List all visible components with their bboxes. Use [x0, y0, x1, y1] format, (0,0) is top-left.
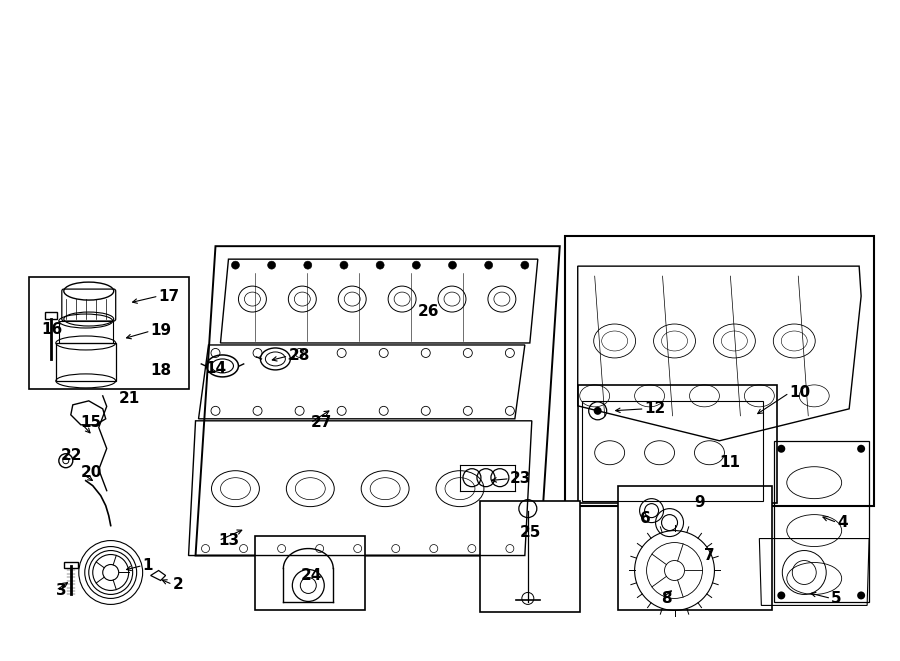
Bar	[480, 500, 580, 612]
Text: 22: 22	[61, 448, 82, 463]
Bar	[565, 236, 874, 506]
Bar	[45, 312, 57, 319]
Text: 7: 7	[705, 548, 716, 563]
Text: 23: 23	[510, 471, 531, 486]
Circle shape	[231, 261, 239, 269]
Circle shape	[521, 261, 529, 269]
Text: 19: 19	[150, 323, 172, 338]
Circle shape	[857, 592, 865, 600]
Circle shape	[304, 261, 311, 269]
Circle shape	[412, 261, 420, 269]
Text: 12: 12	[644, 401, 666, 416]
Bar	[578, 385, 778, 502]
Text: 11: 11	[719, 455, 741, 470]
Bar	[64, 561, 77, 568]
Bar	[581, 401, 763, 500]
Text: 18: 18	[150, 364, 172, 378]
Bar	[29, 277, 189, 389]
Text: 6: 6	[640, 511, 651, 526]
Text: 14: 14	[205, 362, 227, 376]
Text: 3: 3	[56, 583, 67, 598]
Text: 16: 16	[40, 321, 62, 336]
Text: 21: 21	[119, 391, 140, 407]
Text: 15: 15	[81, 415, 102, 430]
Text: 4: 4	[837, 515, 848, 530]
Circle shape	[340, 261, 348, 269]
Text: 9: 9	[695, 495, 705, 510]
Bar	[617, 486, 772, 610]
Circle shape	[594, 407, 602, 415]
Text: 8: 8	[662, 591, 672, 606]
Circle shape	[857, 445, 865, 453]
Circle shape	[376, 261, 384, 269]
Text: 27: 27	[310, 415, 332, 430]
Text: 1: 1	[142, 558, 153, 573]
Text: 13: 13	[219, 533, 239, 548]
Bar	[58, 321, 112, 343]
Circle shape	[448, 261, 456, 269]
Text: 2: 2	[173, 577, 184, 592]
Text: 28: 28	[288, 348, 310, 364]
Text: 17: 17	[158, 289, 180, 303]
Text: 20: 20	[81, 465, 103, 480]
Circle shape	[267, 261, 275, 269]
Text: 10: 10	[789, 385, 810, 401]
Circle shape	[778, 445, 786, 453]
Bar	[256, 535, 365, 610]
Circle shape	[778, 592, 786, 600]
Bar	[56, 343, 116, 381]
Text: 26: 26	[418, 303, 439, 319]
Circle shape	[485, 261, 492, 269]
Bar	[774, 441, 869, 602]
Text: 25: 25	[520, 525, 541, 540]
Text: 24: 24	[301, 568, 321, 583]
Text: 5: 5	[832, 591, 842, 606]
